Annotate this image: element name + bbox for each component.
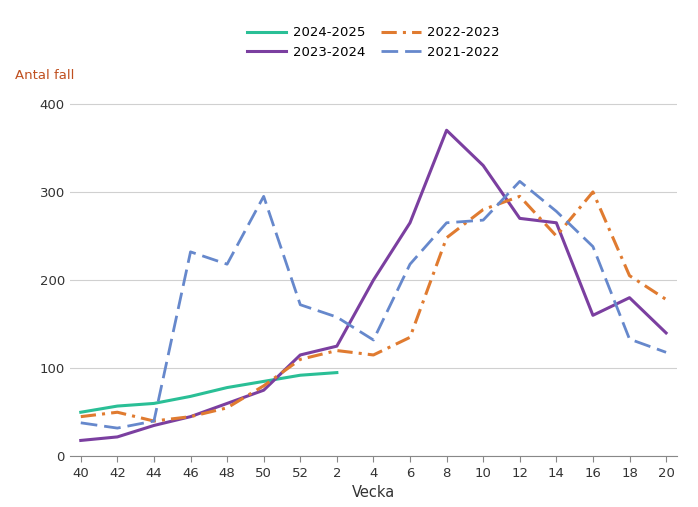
2023-2024 xyxy=(625,295,634,301)
2021-2022 xyxy=(260,193,268,199)
2024-2025 xyxy=(296,372,304,378)
2023-2024 xyxy=(516,215,524,222)
2021-2022 xyxy=(296,302,304,308)
2023-2024 xyxy=(588,312,597,318)
2021-2022 xyxy=(113,425,121,431)
2022-2023 xyxy=(186,414,195,420)
2022-2023 xyxy=(625,273,634,279)
Line: 2023-2024: 2023-2024 xyxy=(81,130,666,441)
2021-2022 xyxy=(223,261,231,267)
2021-2022 xyxy=(552,208,560,214)
2022-2023 xyxy=(406,334,414,340)
2023-2024 xyxy=(369,277,378,283)
2021-2022 xyxy=(150,418,158,424)
2023-2024 xyxy=(223,401,231,407)
2022-2023 xyxy=(223,405,231,411)
2021-2022 xyxy=(662,349,670,355)
2022-2023 xyxy=(150,418,158,424)
Legend: 2024-2025, 2023-2024, 2022-2023, 2021-2022: 2024-2025, 2023-2024, 2022-2023, 2021-20… xyxy=(247,26,500,59)
2021-2022 xyxy=(369,337,378,343)
2022-2023 xyxy=(369,352,378,358)
2024-2025 xyxy=(260,378,268,384)
2021-2022 xyxy=(77,420,85,426)
2021-2022 xyxy=(588,243,597,249)
2021-2022 xyxy=(625,336,634,342)
2021-2022 xyxy=(443,220,451,226)
2022-2023 xyxy=(516,193,524,199)
Line: 2022-2023: 2022-2023 xyxy=(81,192,666,421)
2024-2025 xyxy=(186,393,195,400)
2021-2022 xyxy=(186,249,195,255)
2024-2025 xyxy=(113,403,121,409)
2024-2025 xyxy=(333,370,341,376)
2023-2024 xyxy=(662,330,670,336)
2023-2024 xyxy=(479,162,487,168)
2022-2023 xyxy=(113,409,121,415)
2023-2024 xyxy=(443,127,451,133)
2022-2023 xyxy=(662,297,670,303)
2021-2022 xyxy=(516,178,524,185)
2022-2023 xyxy=(260,383,268,389)
2023-2024 xyxy=(552,220,560,226)
2024-2025 xyxy=(150,401,158,407)
2022-2023 xyxy=(296,356,304,363)
2023-2024 xyxy=(113,434,121,440)
2023-2024 xyxy=(150,422,158,428)
2022-2023 xyxy=(333,347,341,353)
2022-2023 xyxy=(588,189,597,195)
2022-2023 xyxy=(443,235,451,241)
2022-2023 xyxy=(479,206,487,212)
2023-2024 xyxy=(333,343,341,349)
Text: Antal fall: Antal fall xyxy=(15,69,75,83)
Line: 2024-2025: 2024-2025 xyxy=(81,373,337,412)
2024-2025 xyxy=(77,409,85,415)
2024-2025 xyxy=(223,384,231,390)
2022-2023 xyxy=(77,414,85,420)
2023-2024 xyxy=(406,220,414,226)
X-axis label: Vecka: Vecka xyxy=(352,485,395,500)
2023-2024 xyxy=(260,387,268,393)
2021-2022 xyxy=(333,314,341,320)
2022-2023 xyxy=(552,233,560,239)
2021-2022 xyxy=(406,261,414,267)
2023-2024 xyxy=(296,352,304,358)
2023-2024 xyxy=(77,438,85,444)
Line: 2021-2022: 2021-2022 xyxy=(81,182,666,428)
2023-2024 xyxy=(186,414,195,420)
2021-2022 xyxy=(479,217,487,223)
